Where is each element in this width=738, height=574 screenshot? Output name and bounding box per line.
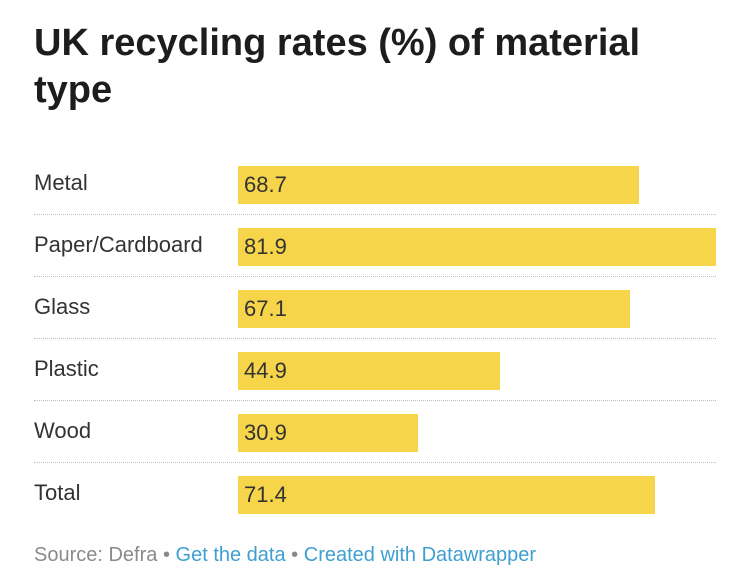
row-divider xyxy=(34,338,716,339)
chart-title: UK recycling rates (%) of material type xyxy=(34,22,641,111)
bar: 44.9 xyxy=(238,352,500,390)
category-label: Paper/Cardboard xyxy=(34,232,203,257)
row-divider xyxy=(34,400,716,401)
category-label: Plastic xyxy=(34,356,99,381)
bar: 68.7 xyxy=(238,166,639,204)
footer-separator: • xyxy=(291,544,299,566)
chart-footer: Source: Defra • Get the data • Created w… xyxy=(34,542,536,568)
bar: 30.9 xyxy=(238,414,418,452)
bar: 71.4 xyxy=(238,476,655,514)
bar-value-label: 30.9 xyxy=(244,420,287,445)
bar: 81.9 xyxy=(238,228,716,266)
row-divider xyxy=(34,276,716,277)
source-text: Source: Defra xyxy=(34,544,158,566)
bar-value-label: 71.4 xyxy=(244,482,287,507)
category-label: Wood xyxy=(34,418,92,443)
category-label: Metal xyxy=(34,170,88,195)
bar-value-label: 81.9 xyxy=(244,234,287,259)
bar: 67.1 xyxy=(238,290,630,328)
bar-value-label: 68.7 xyxy=(244,172,287,197)
footer-separator: • xyxy=(162,544,170,566)
get-data-link[interactable]: Get the data xyxy=(175,544,286,566)
created-with-link[interactable]: Created with Datawrapper xyxy=(303,544,537,566)
row-divider xyxy=(34,462,716,463)
row-divider xyxy=(34,214,716,215)
category-label: Glass xyxy=(34,294,91,319)
bar-value-label: 44.9 xyxy=(244,358,287,383)
category-label: Total xyxy=(34,480,81,505)
bar-value-label: 67.1 xyxy=(244,296,287,321)
